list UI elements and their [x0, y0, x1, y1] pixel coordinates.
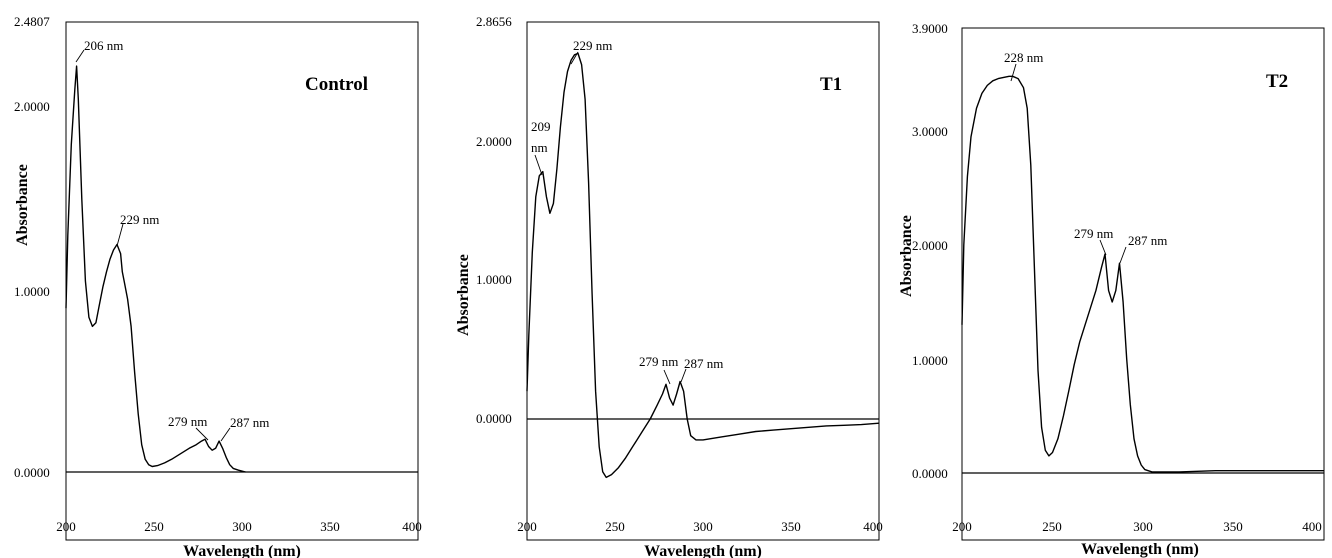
t2-y-tick-labels: 3.9000 3.0000 2.0000 1.0000 0.0000 — [912, 21, 948, 481]
t2-xtick-400: 400 — [1302, 519, 1322, 534]
t2-leader-279 — [1099, 239, 1107, 256]
t2-leader-287 — [1119, 246, 1127, 264]
t1-ytick-1: 1.0000 — [476, 272, 512, 287]
control-xtick-350: 350 — [320, 519, 340, 534]
t2-ytick-top: 3.9000 — [912, 21, 948, 36]
t1-spectrum-panel: 2.8656 2.0000 1.0000 0.0000 200 250 300 … — [455, 14, 883, 558]
t2-y-axis-label: Absorbance — [898, 215, 915, 297]
t2-peak-228-label: 228 nm — [1004, 50, 1043, 65]
t2-ytick-3: 3.0000 — [912, 124, 948, 139]
t2-xtick-350: 350 — [1223, 519, 1243, 534]
t1-x-tick-labels: 200 250 300 350 400 — [517, 519, 883, 534]
t1-leader-287 — [680, 368, 687, 383]
t2-panel-title: T2 — [1266, 71, 1288, 92]
t1-leader-229 — [570, 51, 579, 65]
t2-plot-frame — [961, 27, 1325, 541]
t1-y-tick-labels: 2.8656 2.0000 1.0000 0.0000 — [476, 14, 512, 426]
t1-xtick-250: 250 — [605, 519, 625, 534]
t1-xtick-350: 350 — [781, 519, 801, 534]
control-xtick-400: 400 — [402, 519, 422, 534]
t2-xtick-200: 200 — [952, 519, 972, 534]
t1-peak-annotations: 209 nm 229 nm 279 nm 287 nm — [531, 38, 723, 385]
control-plot-frame — [65, 21, 419, 541]
control-panel-title: Control — [305, 74, 368, 95]
t2-ytick-2: 2.0000 — [912, 238, 948, 253]
t1-x-axis-label: Wavelength (nm) — [644, 543, 762, 558]
t2-ytick-0: 0.0000 — [912, 466, 948, 481]
control-peak-annotations: 206 nm 229 nm 279 nm 287 nm — [75, 38, 269, 442]
control-peak-287-label: 287 nm — [230, 415, 269, 430]
control-ytick-2: 2.0000 — [14, 99, 50, 114]
t2-x-axis-label: Wavelength (nm) — [1081, 541, 1199, 558]
t1-absorbance-curve — [526, 52, 880, 479]
t1-panel-title: T1 — [820, 74, 842, 95]
control-x-axis-label: Wavelength (nm) — [183, 543, 301, 558]
t1-leader-209 — [534, 154, 543, 176]
t1-y-axis-label: Absorbance — [455, 254, 472, 336]
t1-peak-209-label: 209 — [531, 119, 551, 134]
t1-peak-279-label: 279 nm — [639, 354, 678, 369]
t1-ytick-top: 2.8656 — [476, 14, 512, 29]
control-peak-229-label: 229 nm — [120, 212, 159, 227]
control-xtick-200: 200 — [56, 519, 76, 534]
control-ytick-1: 1.0000 — [14, 284, 50, 299]
control-y-tick-labels: 2.4807 2.0000 1.0000 0.0000 — [14, 14, 50, 480]
t2-peak-annotations: 228 nm 279 nm 287 nm — [1004, 50, 1167, 264]
control-peak-206-label: 206 nm — [84, 38, 123, 53]
t2-leader-228 — [1010, 63, 1017, 82]
t2-xtick-300: 300 — [1133, 519, 1153, 534]
t1-peak-287-label: 287 nm — [684, 356, 723, 371]
control-absorbance-curve — [65, 65, 246, 473]
control-ytick-0: 0.0000 — [14, 465, 50, 480]
t1-xtick-400: 400 — [863, 519, 883, 534]
control-spectrum-panel: 2.4807 2.0000 1.0000 0.0000 200 250 300 … — [14, 14, 422, 558]
control-xtick-300: 300 — [232, 519, 252, 534]
control-peak-279-label: 279 nm — [168, 414, 207, 429]
control-y-axis-label: Absorbance — [14, 164, 31, 246]
t1-ytick-2: 2.0000 — [476, 134, 512, 149]
t1-peak-209-label-unit: nm — [531, 140, 548, 155]
t1-xtick-200: 200 — [517, 519, 537, 534]
control-leader-287 — [220, 427, 231, 442]
t2-peak-287-label: 287 nm — [1128, 233, 1167, 248]
t1-leader-279 — [663, 369, 671, 385]
control-xtick-250: 250 — [144, 519, 164, 534]
t2-xtick-250: 250 — [1042, 519, 1062, 534]
t2-ytick-1: 1.0000 — [912, 353, 948, 368]
t2-peak-279-label: 279 nm — [1074, 226, 1113, 241]
t2-spectrum-panel: 3.9000 3.0000 2.0000 1.0000 0.0000 200 2… — [898, 21, 1325, 558]
control-leader-229 — [116, 223, 124, 247]
t1-plot-frame — [526, 21, 880, 541]
control-leader-279 — [195, 427, 209, 441]
t2-x-tick-labels: 200 250 300 350 400 — [952, 519, 1322, 534]
t1-peak-229-label: 229 nm — [573, 38, 612, 53]
control-ytick-top: 2.4807 — [14, 14, 50, 29]
t2-absorbance-curve — [961, 75, 1324, 473]
t1-ytick-0: 0.0000 — [476, 411, 512, 426]
t1-xtick-300: 300 — [693, 519, 713, 534]
control-leader-206 — [75, 49, 85, 63]
control-x-tick-labels: 200 250 300 350 400 — [56, 519, 422, 534]
